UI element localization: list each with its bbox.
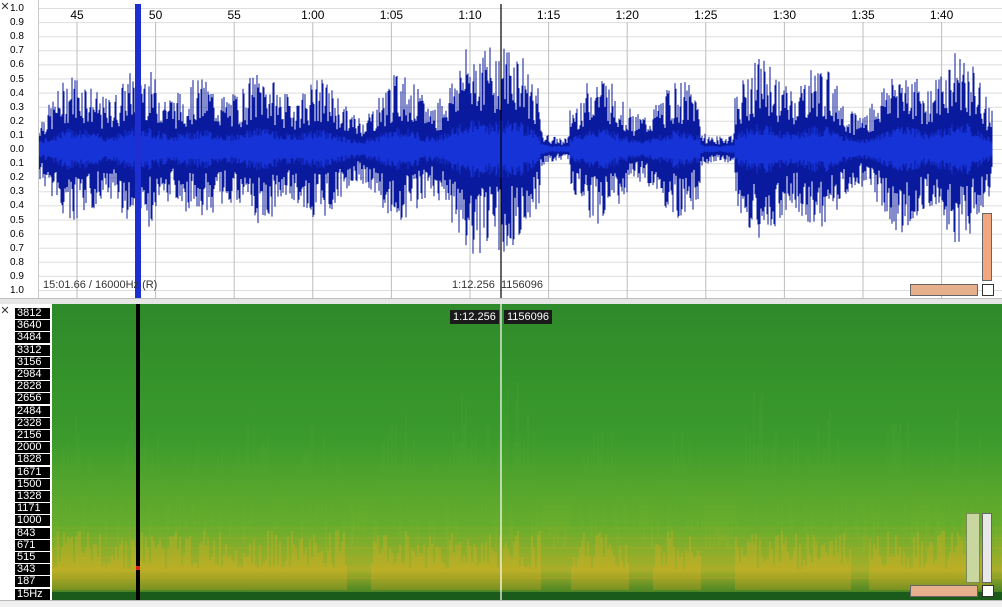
frequency-tick-label: 3484 (15, 332, 50, 344)
amplitude-tick-label: 1.0 (10, 3, 24, 14)
time-tick-label: 1:00 (301, 8, 325, 22)
waveform-canvas[interactable] (38, 0, 1002, 298)
spectrogram-selection-marker[interactable] (136, 304, 140, 600)
zoom-reset-button[interactable] (982, 284, 994, 296)
frequency-tick-label: 3312 (15, 344, 50, 356)
frequency-tick-label: 2328 (15, 417, 50, 429)
amplitude-tick-label: 0.6 (10, 59, 24, 71)
time-tick-label: 45 (70, 8, 84, 22)
time-tick-label: 1:20 (615, 8, 639, 22)
close-icon[interactable]: ✕ (0, 1, 10, 13)
frequency-tick-label: 1000 (15, 515, 50, 527)
amplitude-tick-label: 0.1 (10, 158, 24, 170)
frequency-tick-label: 187 (15, 576, 50, 588)
wave-status-info: 15:01.66 / 16000Hz (R) (43, 279, 158, 291)
selection-marker[interactable] (135, 4, 141, 298)
close-icon[interactable]: ✕ (0, 305, 10, 317)
frequency-tick-label: 3156 (15, 356, 50, 368)
frequency-tick-label: 1328 (15, 491, 50, 502)
frequency-tick-label: 3812 (15, 308, 50, 319)
spectrogram-horizontal-zoom[interactable] (910, 585, 978, 597)
frequency-tick-label: 3640 (15, 320, 50, 332)
amplitude-tick-label: 0.6 (10, 228, 24, 240)
amplitude-tick-label: 0.4 (10, 87, 24, 99)
frequency-tick-label: 1500 (15, 478, 50, 490)
waveform-rms-trace (38, 120, 993, 178)
amplitude-tick-label: 0.0 (10, 144, 24, 155)
spectrogram-low-band-energy (52, 530, 991, 590)
spectrogram-panel[interactable] (0, 304, 1002, 600)
spectrogram-zoom-reset-button[interactable] (982, 585, 994, 597)
amplitude-tick-label: 0.5 (10, 73, 24, 85)
frequency-tick-label: 15Hz (15, 588, 50, 600)
spectrogram-baseband (52, 592, 1002, 600)
amplitude-tick-label: 1.0 (10, 285, 24, 296)
time-tick-label: 1:10 (458, 8, 482, 22)
horizontal-scrollbar[interactable] (0, 600, 1002, 607)
time-tick-label: 1:05 (379, 8, 404, 22)
amplitude-tick-label: 0.1 (10, 129, 24, 141)
frequency-tick-label: 843 (15, 527, 50, 539)
cursor-time: 1:12.256 (452, 279, 495, 291)
frequency-tick-label: 2484 (15, 405, 50, 417)
amplitude-tick-label: 0.4 (10, 200, 24, 212)
spectrogram-vertical-zoom[interactable] (982, 513, 992, 583)
cursor-sample: 1156096 (500, 279, 543, 291)
frequency-ruler: 3812 3640 3484 3312 3156 2984 2828 2656 2484 2328… (0, 304, 52, 600)
spectrogram-canvas[interactable] (52, 304, 1002, 600)
frequency-tick-label: 343 (15, 564, 50, 576)
spec-cursor-time: 1:12.256 (450, 310, 499, 324)
amplitude-tick-label: 0.2 (10, 172, 24, 184)
time-tick-label: 1:40 (929, 8, 954, 22)
amplitude-tick-label: 0.8 (10, 256, 24, 268)
time-tick-label: 1:25 (694, 8, 718, 22)
amplitude-tick-label: 0.3 (10, 186, 24, 198)
amplitude-tick-label: 0.3 (10, 101, 24, 113)
frequency-tick-label: 1828 (15, 454, 50, 466)
horizontal-zoom-slider[interactable] (910, 284, 978, 296)
amplitude-tick-label: 0.9 (10, 270, 24, 282)
vertical-zoom-slider[interactable] (982, 213, 992, 281)
time-tick-label: 1:35 (851, 8, 875, 22)
frequency-tick-label: 2156 (15, 430, 50, 441)
frequency-tick-label: 671 (15, 539, 50, 551)
amplitude-ruler: 1.0 0.9 0.8 0.7 0.6 0.5 0.4 0.3 0.2 0.1 0.0 0.1 0.2 0… (0, 0, 39, 298)
time-tick-label: 55 (227, 8, 241, 22)
amplitude-tick-label: 0.7 (10, 242, 24, 254)
time-tick-label: 1:15 (536, 8, 561, 22)
selection-peak-marker (136, 566, 140, 570)
amplitude-tick-label: 0.5 (10, 214, 24, 226)
waveform-panel[interactable]: 45 50 55 1:00 1:05 1:10 1:15 1:20 1:25 1:30 1:35 1:… (0, 0, 1002, 298)
amplitude-tick-label: 0.9 (10, 17, 24, 29)
frequency-tick-label: 1671 (15, 466, 50, 478)
frequency-tick-label: 2984 (15, 369, 50, 380)
frequency-tick-label: 2000 (15, 442, 50, 454)
wave-cursor-readout: 1:12.256 1156096 (452, 279, 543, 291)
spec-cursor-sample: 1156096 (504, 310, 553, 324)
time-tick-label: 1:30 (772, 8, 797, 22)
frequency-tick-label: 2656 (15, 393, 50, 405)
frequency-tick-label: 515 (15, 552, 50, 563)
time-tick-label: 50 (148, 8, 163, 22)
amplitude-tick-label: 0.7 (10, 45, 24, 57)
frequency-tick-label: 1171 (15, 503, 50, 515)
amplitude-tick-label: 0.2 (10, 115, 24, 127)
frequency-tick-label: 2828 (15, 381, 50, 393)
spectrogram-range-slider[interactable] (966, 513, 980, 583)
amplitude-tick-label: 0.8 (10, 31, 24, 43)
